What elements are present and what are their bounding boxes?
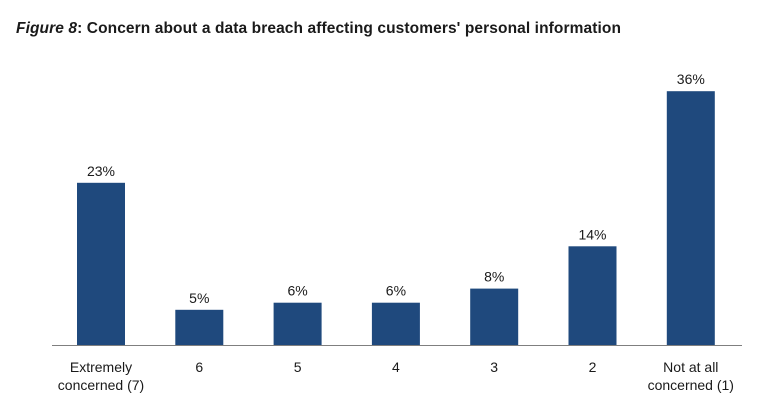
bar-4 [371,302,420,345]
bars-group [77,91,715,346]
bar-7 [666,91,715,345]
category-label-6: 2 [589,359,597,375]
category-label-line: 6 [195,359,203,375]
bar-2 [175,309,224,346]
category-labels-group: Extremely concerned (7) 6 5 4 3 2 Not at all con… [58,359,734,393]
category-label-3: 5 [294,359,302,375]
category-label-line: concerned (1) [648,377,734,393]
bar-6 [568,246,617,345]
figure-label: Figure 8 [16,20,78,37]
bar-3 [273,302,322,345]
figure-title-text: Concern about a data breach affecting cu… [86,20,622,37]
category-label-4: 4 [392,359,400,375]
category-label-line: 3 [490,359,498,375]
category-label-line: Not at all [663,359,718,375]
category-label-line: 5 [294,359,302,375]
data-label-1: 23% [87,163,115,179]
category-label-line: concerned (7) [58,377,144,393]
data-label-4: 6% [386,283,406,299]
data-label-2: 5% [189,290,209,306]
category-label-5: 3 [490,359,498,375]
bar-5 [470,288,519,345]
data-label-6: 14% [578,226,606,242]
data-label-7: 36% [677,71,705,87]
bar-1 [77,182,125,345]
category-label-2: 6 [195,359,203,375]
category-label-1: Extremely concerned (7) [58,359,144,393]
figure-title-separator: : [77,20,83,37]
category-label-line: Extremely [70,359,132,375]
chart-title: Figure 8: Concern about a data breach af… [16,20,621,38]
data-labels-group: 23% 5% 6% 6% 8% 14% 36% [87,71,705,306]
category-label-line: 4 [392,359,400,375]
category-label-line: 2 [589,359,597,375]
data-label-3: 6% [287,283,307,299]
data-label-5: 8% [484,269,504,285]
category-label-7: Not at all concerned (1) [648,359,734,393]
